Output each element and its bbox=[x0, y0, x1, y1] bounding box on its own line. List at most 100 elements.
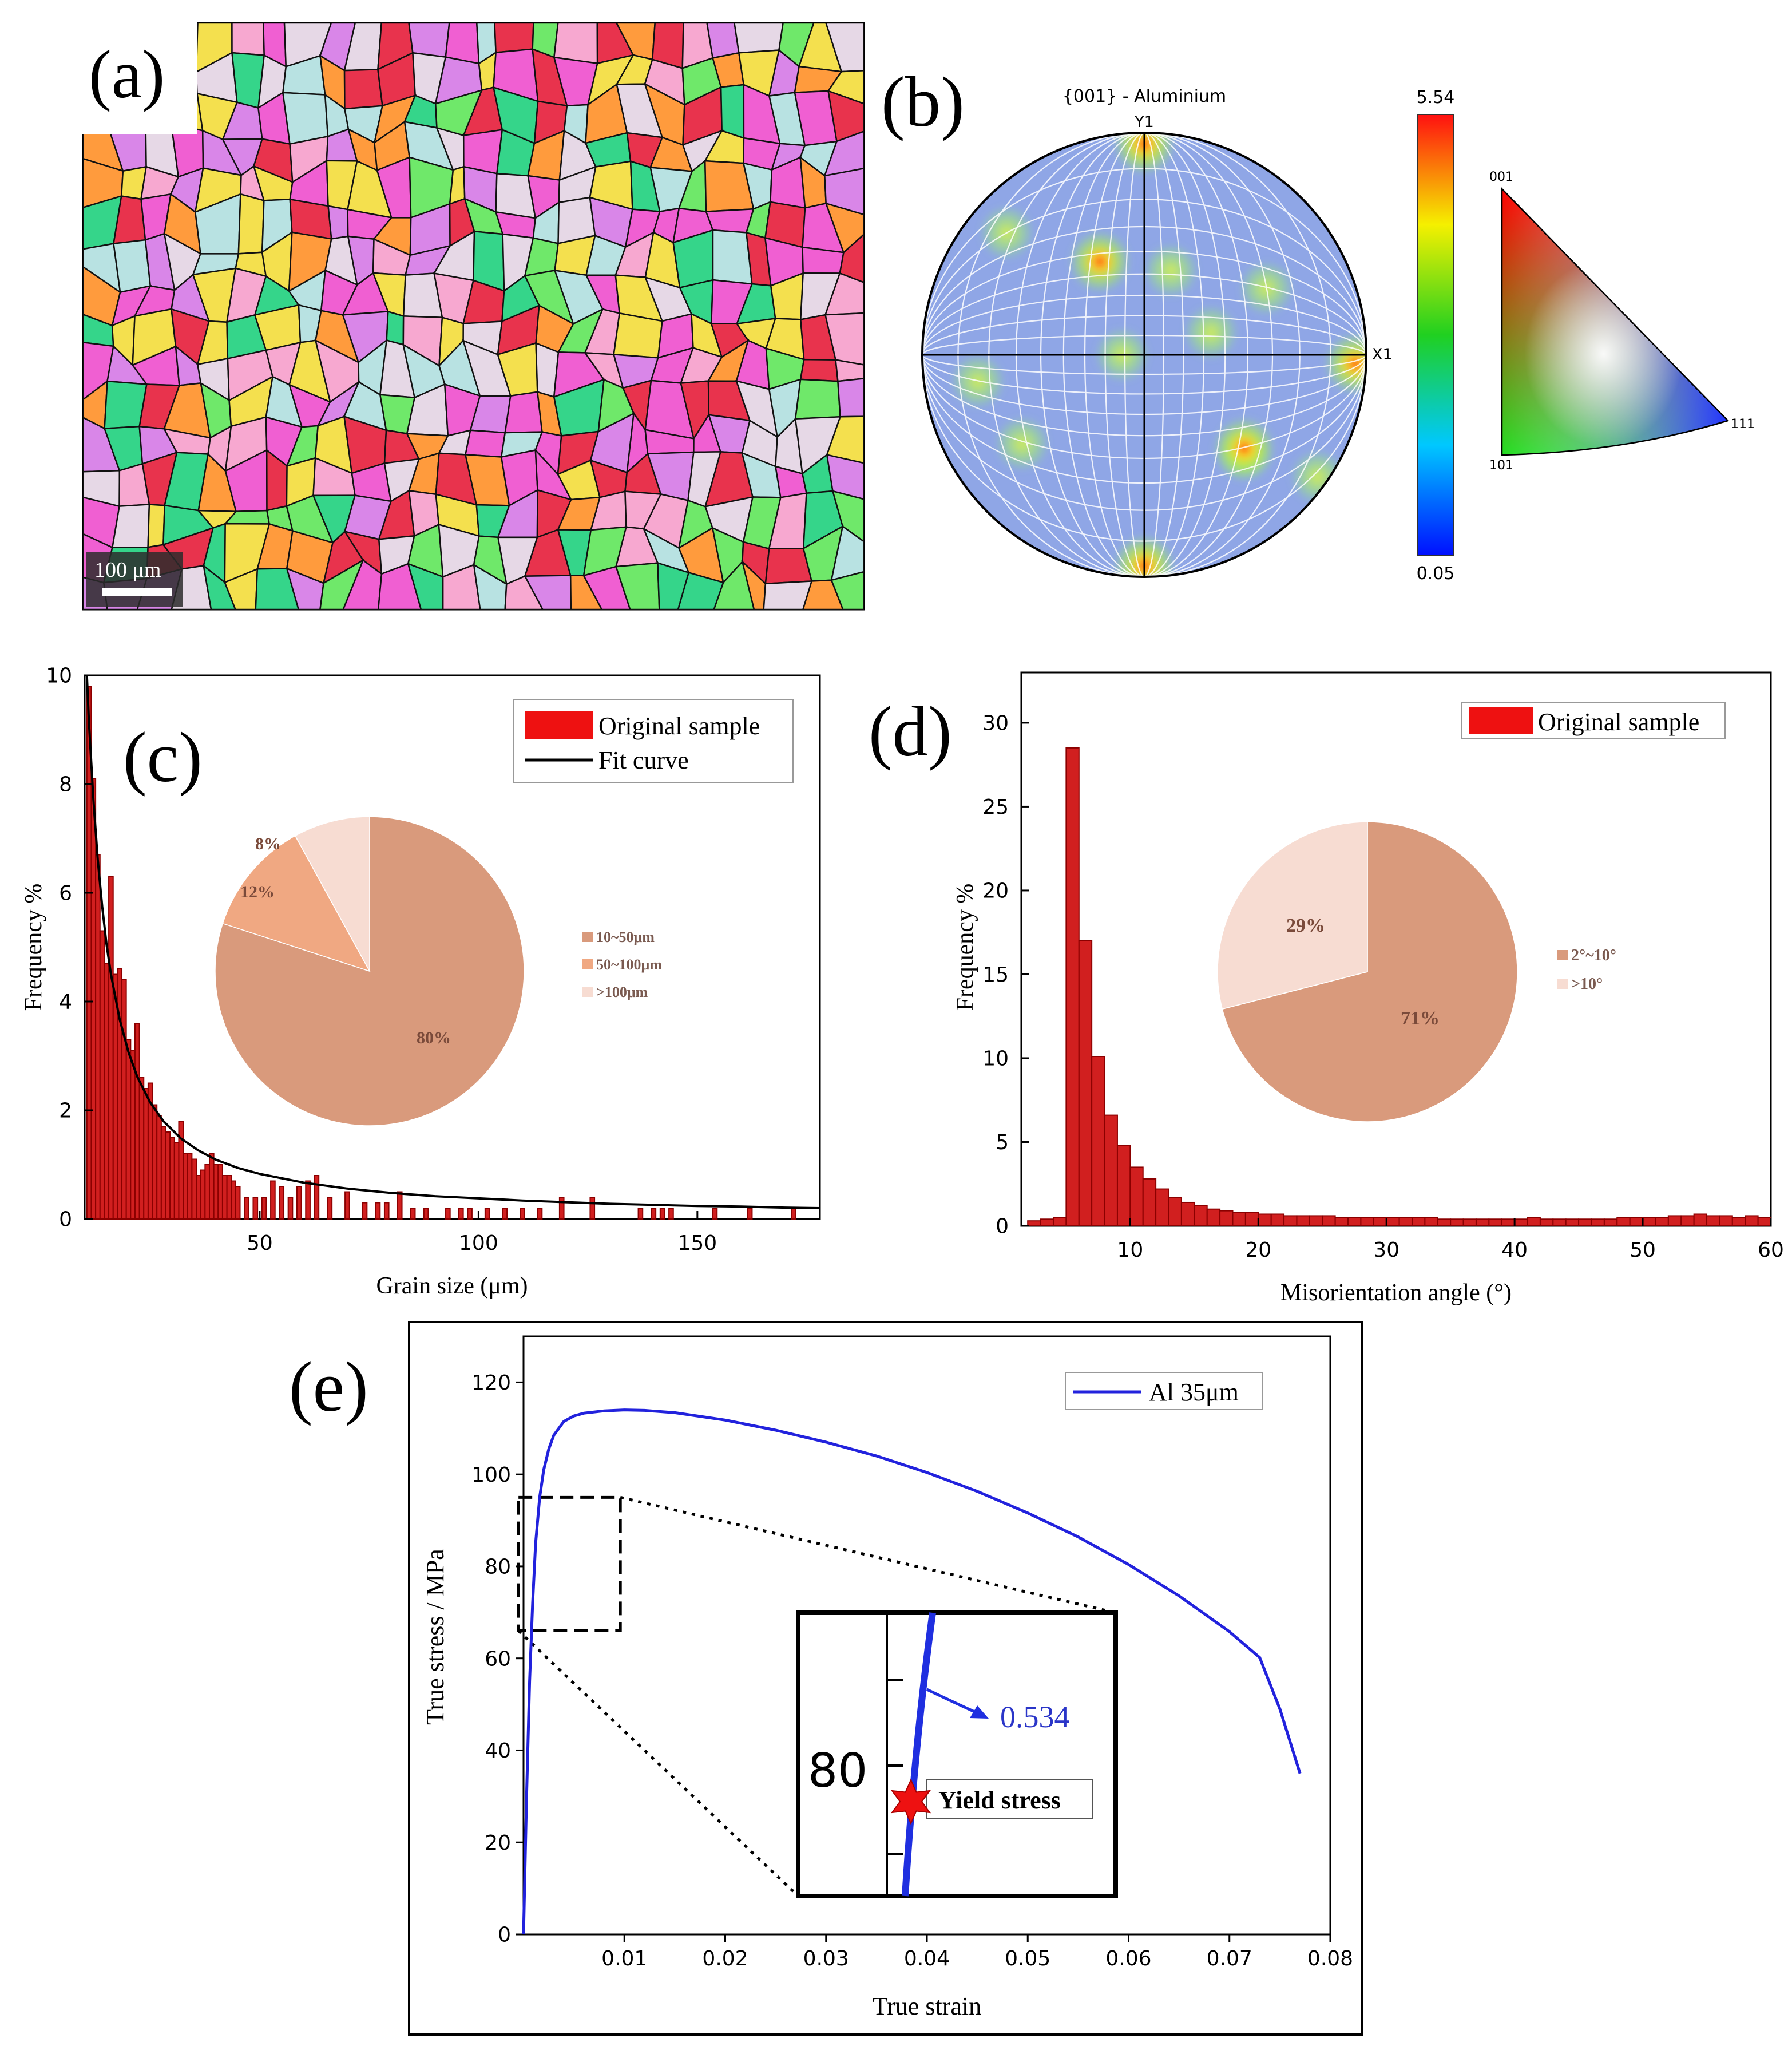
pf-hotspot-11 bbox=[994, 416, 1050, 472]
y-tick-label-6: 120 bbox=[471, 1371, 511, 1395]
pf-hotspot-2 bbox=[1143, 243, 1199, 298]
grain-407 bbox=[582, 565, 631, 610]
misorientation-bar-15 bbox=[1219, 1210, 1234, 1226]
grain-402 bbox=[442, 564, 481, 610]
pie-slice-0 bbox=[1222, 821, 1518, 1122]
y-tick-label-3: 15 bbox=[982, 963, 1009, 987]
misorientation-bar-48 bbox=[1642, 1217, 1656, 1226]
grain-bar-67 bbox=[791, 1208, 796, 1220]
grain-bar-45 bbox=[344, 1191, 350, 1220]
grain-226 bbox=[613, 312, 663, 359]
grain-bar-29 bbox=[213, 1164, 219, 1220]
pole-figure-y-axis-label: Y1 bbox=[1134, 113, 1154, 131]
panel-label-a: (a) bbox=[89, 36, 165, 112]
ipf-color-key: 001 101 111 bbox=[1489, 170, 1755, 473]
grain-138 bbox=[327, 205, 349, 240]
misorientation-bar-17 bbox=[1244, 1212, 1259, 1227]
plot-c-legend: Original sample Fit curve bbox=[513, 699, 794, 783]
misorientation-bar-32 bbox=[1437, 1218, 1452, 1227]
misorientation-bar-0 bbox=[1027, 1220, 1041, 1226]
misorientation-bar-54 bbox=[1719, 1215, 1733, 1227]
plot-e-axes: 0.01 0.02 0.03 0.04 0.05 0.06 0.07 0.08 0 20 40 60 8… bbox=[471, 1371, 1353, 1970]
grain-bar-51 bbox=[423, 1208, 429, 1220]
misorientation-bar-35 bbox=[1475, 1218, 1490, 1227]
grain-339 bbox=[111, 504, 150, 549]
grain-bar-5 bbox=[108, 876, 114, 1220]
misorientation-bar-23 bbox=[1322, 1215, 1336, 1227]
misorientation-bar-29 bbox=[1398, 1217, 1413, 1226]
grain-412 bbox=[741, 559, 767, 610]
misorientation-bar-49 bbox=[1655, 1217, 1669, 1226]
x-tick-label-2: 150 bbox=[677, 1232, 717, 1255]
x-tick-label-1: 20 bbox=[1245, 1238, 1271, 1262]
misorientation-bar-41 bbox=[1552, 1218, 1567, 1227]
pf-hotspot-5 bbox=[1323, 332, 1366, 395]
ipf-label-111: 111 bbox=[1731, 417, 1755, 432]
grain-77 bbox=[827, 90, 864, 143]
grain-bar-65 bbox=[712, 1208, 718, 1220]
grain-bar-4 bbox=[104, 963, 110, 1220]
x-tick-label-0: 50 bbox=[247, 1232, 273, 1255]
x-tick-label-0: 0.01 bbox=[601, 1947, 647, 1970]
grain-21 bbox=[706, 23, 740, 59]
grain-bar-19 bbox=[169, 1137, 175, 1220]
grain-bar-8 bbox=[121, 979, 127, 1220]
misorientation-pie bbox=[1217, 821, 1518, 1122]
grain-135 bbox=[237, 193, 265, 255]
yield-stress-star-icon bbox=[890, 1778, 931, 1825]
grain-414 bbox=[802, 579, 845, 610]
x-tick-label-7: 0.08 bbox=[1307, 1947, 1353, 1970]
pie-d-legend-swatch-1 bbox=[1557, 950, 1568, 960]
pole-figure-title: {001} - Aluminium bbox=[1062, 86, 1226, 106]
pie-d-label-29: 29% bbox=[1286, 915, 1325, 936]
misorientation-bar-20 bbox=[1283, 1215, 1298, 1227]
grain-bar-55 bbox=[484, 1208, 490, 1220]
misorientation-bar-30 bbox=[1411, 1217, 1426, 1226]
grain-bar-1 bbox=[90, 778, 97, 1220]
grain-396 bbox=[255, 568, 300, 610]
misorientation-bar-24 bbox=[1334, 1217, 1349, 1226]
colorbar-min-label: 0.05 bbox=[1417, 564, 1455, 584]
pie-c-legend-swatch-2 bbox=[582, 959, 593, 969]
grain-258 bbox=[799, 358, 839, 382]
grain-bar-12 bbox=[138, 1077, 145, 1220]
y-tick-label-1: 20 bbox=[485, 1831, 511, 1855]
zoom-inset-tick-label: 80 bbox=[808, 1744, 867, 1798]
x-tick-label-2: 30 bbox=[1373, 1238, 1399, 1262]
grain-bar-28 bbox=[208, 1153, 215, 1220]
grain-410 bbox=[677, 572, 724, 610]
scale-bar-background bbox=[86, 552, 183, 607]
grain-bar-38 bbox=[270, 1180, 276, 1220]
zoom-inset-curve bbox=[902, 1612, 936, 1897]
misorientation-bar-45 bbox=[1603, 1218, 1618, 1227]
grain-299 bbox=[464, 429, 506, 458]
ipf-label-001: 001 bbox=[1489, 170, 1513, 184]
grain-274 bbox=[504, 391, 543, 434]
misorientation-bar-53 bbox=[1706, 1215, 1720, 1227]
misorientation-bar-33 bbox=[1450, 1218, 1464, 1227]
zoom-inset-frame bbox=[796, 1610, 1118, 1898]
grain-bar-36 bbox=[252, 1197, 259, 1220]
grain-395 bbox=[224, 568, 259, 610]
stress-strain-curve bbox=[522, 1408, 1302, 1935]
plot-d-axes: 10 20 30 40 50 60 0 5 10 15 20 25 30 bbox=[982, 712, 1784, 1262]
x-tick-label-4: 50 bbox=[1630, 1238, 1656, 1262]
y-tick-label-3: 60 bbox=[485, 1647, 511, 1671]
plot-d-legend: Original sample bbox=[1461, 702, 1726, 739]
grain-bar-50 bbox=[410, 1208, 416, 1220]
grain-bar-15 bbox=[152, 1104, 158, 1220]
grain-363 bbox=[831, 490, 864, 543]
pie-c-legend-label-2: 50~100μm bbox=[596, 956, 662, 973]
x-tick-label-3: 0.04 bbox=[904, 1947, 950, 1970]
panel-label-e: (e) bbox=[289, 1348, 368, 1427]
misorientation-bar-47 bbox=[1629, 1217, 1644, 1226]
grain-bar-26 bbox=[200, 1169, 206, 1220]
x-tick-label-1: 0.02 bbox=[702, 1947, 748, 1970]
grain-311 bbox=[826, 415, 864, 464]
grain-bar-63 bbox=[659, 1208, 665, 1220]
grain-337 bbox=[826, 454, 864, 500]
pole-figure-x-axis-label: X1 bbox=[1372, 346, 1393, 363]
y-tick-label-3: 6 bbox=[59, 882, 72, 905]
grain-bar-6 bbox=[112, 973, 118, 1220]
grain-bar-54 bbox=[467, 1208, 473, 1220]
